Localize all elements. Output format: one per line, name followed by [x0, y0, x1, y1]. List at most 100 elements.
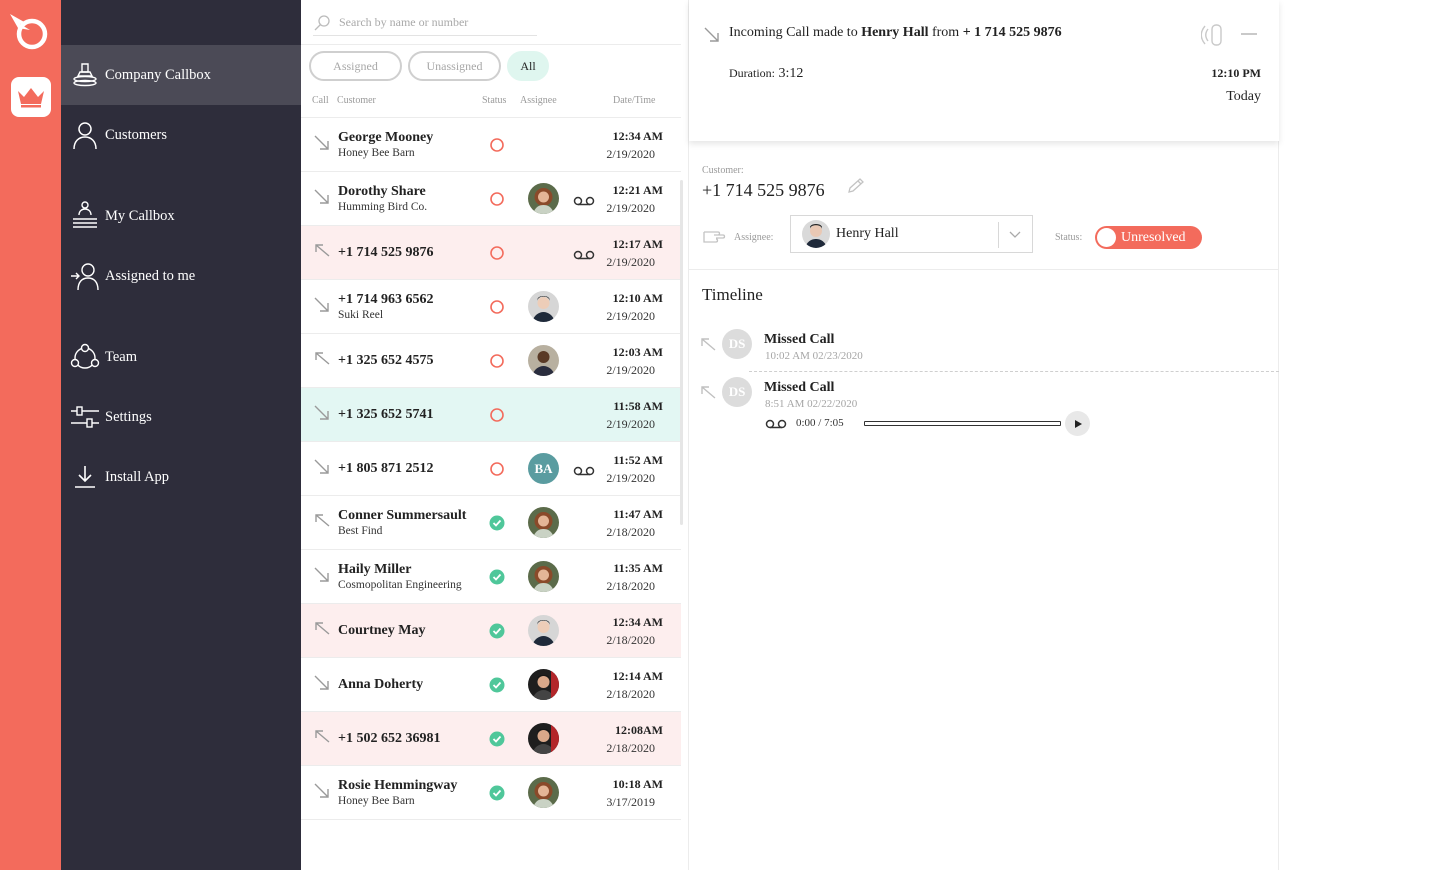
sidebar-item-label: Customers — [105, 126, 168, 143]
assignee-initials-avatar: BA — [528, 453, 559, 484]
timeline-divider — [749, 371, 1279, 372]
unresolved-status-icon[interactable] — [489, 137, 505, 153]
call-row[interactable]: +1 714 525 9876 12:17 AM 2/19/2020 — [301, 226, 681, 280]
filter-all-button[interactable]: All — [507, 51, 549, 81]
assignee-avatar — [528, 777, 559, 808]
resolved-status-icon[interactable] — [489, 731, 505, 747]
resolved-status-icon[interactable] — [489, 569, 505, 585]
unresolved-status-icon[interactable] — [489, 461, 505, 477]
call-row[interactable]: +1 325 652 4575 12:03 AM 2/19/2020 — [301, 334, 681, 388]
voicemail-player: 0:00 / 7:05 — [765, 411, 1095, 437]
play-button[interactable] — [1065, 411, 1090, 436]
customer-company: Suki Reel — [338, 309, 384, 321]
customer-company: Honey Bee Barn — [338, 795, 415, 807]
player-time: 0:00 / 7:05 — [796, 417, 844, 429]
search-input[interactable] — [339, 15, 529, 30]
sidebar-item-team[interactable]: Team — [61, 327, 301, 387]
status-label: Status: — [1055, 232, 1083, 243]
status-toggle[interactable]: Unresolved — [1095, 226, 1202, 249]
call-row[interactable]: Dorothy Share Humming Bird Co. 12:21 AM 2/1… — [301, 172, 681, 226]
call-row[interactable]: +1 325 652 5741 11:58 AM 2/19/2020 — [301, 388, 681, 442]
ringing-phone-icon[interactable] — [1201, 22, 1231, 48]
call-row[interactable]: Rosie Hemmingway Honey Bee Barn 10:18 AM 3/… — [301, 766, 681, 820]
customer-name: Haily Miller — [338, 562, 412, 577]
sidebar-item-my-callbox[interactable]: My Callbox — [61, 186, 301, 246]
sidebar-item-settings[interactable]: Settings — [61, 387, 301, 447]
unresolved-status-icon[interactable] — [489, 407, 505, 423]
column-header-call[interactable]: Call — [312, 95, 329, 106]
voicemail-icon[interactable] — [573, 247, 595, 265]
resolved-status-icon[interactable] — [489, 623, 505, 639]
call-row[interactable]: George Mooney Honey Bee Barn 12:34 AM 2/19/… — [301, 118, 681, 172]
customer-name: Rosie Hemmingway — [338, 778, 458, 793]
minimize-button[interactable] — [1241, 33, 1257, 35]
call-row[interactable]: Haily Miller Cosmopolitan Engineering 11:3… — [301, 550, 681, 604]
unresolved-status-icon[interactable] — [489, 353, 505, 369]
incoming-call-icon — [313, 404, 331, 422]
call-row[interactable]: Anna Doherty 12:14 AM 2/18/2020 — [301, 658, 681, 712]
assignee-avatar — [528, 291, 559, 322]
voicemail-icon[interactable] — [573, 193, 595, 211]
assignee-name: Henry Hall — [836, 226, 899, 241]
incoming-call-icon — [313, 134, 331, 152]
customer-name: +1 502 652 36981 — [338, 731, 441, 746]
timeline-item-time: 10:02 AM 02/23/2020 — [765, 350, 863, 362]
customer-label: Customer: — [702, 165, 744, 176]
sidebar-item-install-app[interactable]: Install App — [61, 447, 301, 507]
call-date: 2/19/2020 — [606, 471, 655, 485]
resolved-status-icon[interactable] — [489, 515, 505, 531]
call-time: 11:58 AM — [613, 399, 663, 413]
call-time: 12:10 AM — [612, 291, 663, 305]
column-header-datetime[interactable]: Date/Time — [613, 95, 656, 106]
incoming-call-icon — [313, 566, 331, 584]
call-time: 12:21 AM — [612, 183, 663, 197]
crown-app-icon[interactable] — [11, 77, 51, 117]
edit-pencil-icon[interactable] — [846, 177, 866, 195]
call-date: 2/18/2020 — [606, 525, 655, 539]
customer-company: Honey Bee Barn — [338, 147, 415, 159]
voicemail-icon[interactable] — [573, 463, 595, 481]
unresolved-status-icon[interactable] — [489, 191, 505, 207]
assignee-select[interactable]: Henry Hall — [790, 215, 1033, 253]
sidebar-item-assigned-to-me[interactable]: Assigned to me — [61, 246, 301, 306]
call-list: George Mooney Honey Bee Barn 12:34 AM 2/19/… — [301, 117, 681, 820]
call-time: 12:03 AM — [612, 345, 663, 359]
filter-assigned-button[interactable]: Assigned — [309, 51, 402, 81]
customer-name: Conner Summersault — [338, 508, 467, 523]
assignee-avatar — [528, 507, 559, 538]
incoming-call-icon — [313, 674, 331, 692]
assignee-avatar — [802, 220, 830, 248]
select-divider — [998, 222, 999, 248]
brand-rail — [0, 0, 61, 870]
column-header-customer[interactable]: Customer — [337, 95, 376, 106]
resolved-status-icon[interactable] — [489, 785, 505, 801]
incoming-call-icon — [313, 782, 331, 800]
incoming-call-icon — [313, 458, 331, 476]
list-scrollbar[interactable] — [680, 180, 683, 525]
call-row[interactable]: +1 502 652 36981 12:08AM 2/18/2020 — [301, 712, 681, 766]
filter-unassigned-button[interactable]: Unassigned — [408, 51, 501, 81]
call-row[interactable]: Conner Summersault Best Find 11:47 AM 2/18/… — [301, 496, 681, 550]
sidebar-item-company-callbox[interactable]: Company Callbox — [61, 45, 301, 105]
resolved-status-icon[interactable] — [489, 677, 505, 693]
call-row[interactable]: +1 714 963 6562 Suki Reel 12:10 AM 2/19/202… — [301, 280, 681, 334]
player-progress-track[interactable] — [864, 421, 1061, 426]
column-header-assignee[interactable]: Assignee — [520, 95, 557, 106]
my-callbox-icon — [63, 201, 107, 231]
assignee-avatar — [528, 615, 559, 646]
sidebar-item-customers[interactable]: Customers — [61, 105, 301, 165]
column-header-status[interactable]: Status — [482, 95, 507, 106]
headline-from-word: from — [931, 25, 960, 40]
unresolved-status-icon[interactable] — [489, 245, 505, 261]
unresolved-status-icon[interactable] — [489, 299, 505, 315]
call-time: 11:47 AM — [613, 507, 663, 521]
caller-initials-avatar: DS — [722, 377, 752, 407]
customer-phone: +1 714 525 9876 — [702, 180, 825, 200]
call-time: 12:34 AM — [612, 129, 663, 143]
call-row[interactable]: Courtney May 12:34 AM 2/18/2020 — [301, 604, 681, 658]
call-row[interactable]: +1 805 871 2512 BA 11:52 AM 2/19/2020 — [301, 442, 681, 496]
person-icon — [63, 120, 107, 150]
sidebar-item-label: Install App — [105, 468, 170, 485]
play-icon — [1074, 419, 1082, 428]
brand-logo-icon[interactable] — [8, 10, 50, 52]
